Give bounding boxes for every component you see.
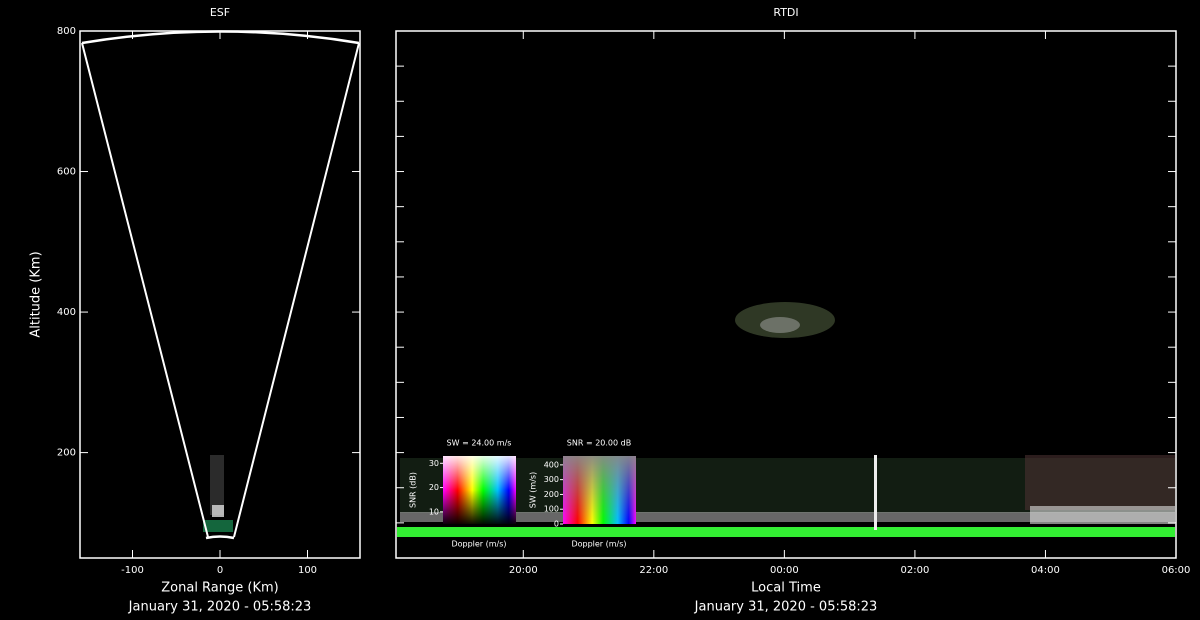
- date-label: January 31, 2020 - 05:58:23: [128, 600, 312, 615]
- legend-tick-label: 200: [544, 490, 559, 499]
- legend-tick-label: 10: [429, 507, 439, 516]
- legend-x-label: Doppler (m/s): [571, 540, 626, 549]
- x-tick-label: 22:00: [639, 565, 668, 576]
- y-tick-label: 400: [57, 307, 76, 318]
- x-axis-label: Local Time: [751, 581, 821, 596]
- legend-title: SNR = 20.00 dB: [567, 439, 631, 448]
- x-tick-label: -100: [121, 565, 144, 576]
- legend-tick-label: 100: [544, 505, 559, 514]
- x-tick-label: 100: [298, 565, 317, 576]
- y-axis-label: Altitude (Km): [29, 251, 44, 337]
- y-tick-label: 200: [57, 448, 76, 459]
- x-tick-label: 02:00: [900, 565, 929, 576]
- legend-tick-label: 400: [544, 460, 559, 469]
- x-axis-label: Zonal Range (Km): [161, 581, 278, 596]
- x-tick-label: 20:00: [509, 565, 538, 576]
- legend-shade: [443, 456, 516, 524]
- x-tick-label: 04:00: [1031, 565, 1060, 576]
- legend-shade: [563, 456, 636, 524]
- x-tick-label: 00:00: [770, 565, 799, 576]
- legend-tick-label: 30: [429, 459, 439, 468]
- legend-tick-label: 20: [429, 483, 439, 492]
- legend-x-label: Doppler (m/s): [451, 540, 506, 549]
- y-tick-label: 600: [57, 167, 76, 178]
- esf-imagery: [81, 30, 360, 540]
- x-tick-label: 0: [217, 565, 223, 576]
- plot-frame: [395, 30, 1177, 559]
- rtdi-imagery: [397, 302, 1175, 537]
- panel-title: ESF: [210, 6, 230, 19]
- legend-tick-label: 0: [554, 520, 559, 529]
- x-tick-label: 06:00: [1162, 565, 1191, 576]
- legend-y-label: SNR (dB): [409, 472, 418, 508]
- legend-tick-label: 300: [544, 475, 559, 484]
- y-tick-label: 800: [57, 26, 76, 37]
- panel-title: RTDI: [773, 6, 798, 19]
- date-label: January 31, 2020 - 05:58:23: [694, 600, 878, 615]
- legend-y-label: SW (m/s): [529, 472, 538, 508]
- legend-title: SW = 24.00 m/s: [447, 439, 512, 448]
